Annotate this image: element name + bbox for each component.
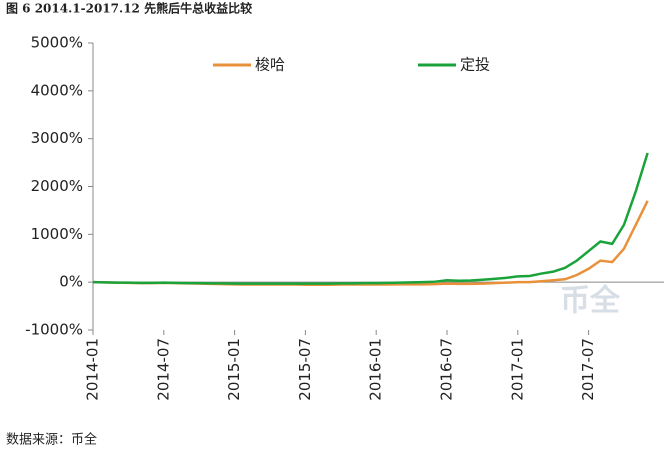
chart-title: 图 6 2014.1-2017.12 先熊后牛总收益比较 <box>6 1 252 16</box>
x-tick-label: 2016-07 <box>438 338 456 401</box>
x-tick-label: 2015-07 <box>296 338 314 401</box>
x-tick-label: 2014-07 <box>154 338 172 401</box>
source: 数据来源：币全 <box>6 432 97 448</box>
x-tick-label: 2016-01 <box>367 338 385 401</box>
legend-label: 梭哈 <box>255 56 285 74</box>
watermark: 币全 <box>560 284 621 319</box>
legend-label: 定投 <box>460 56 490 74</box>
x-tick-label: 2015-01 <box>225 338 243 401</box>
y-tick-label: 5000% <box>31 34 83 52</box>
series-line <box>92 152 649 285</box>
y-tick-label: 4000% <box>31 81 83 99</box>
y-tick-label: 1000% <box>31 225 83 243</box>
x-tick-label: 2017-07 <box>579 338 597 401</box>
y-tick-label: 3000% <box>31 129 83 147</box>
y-tick-label: 0% <box>59 273 83 291</box>
x-tick-label: 2017-01 <box>508 338 526 401</box>
series-line <box>92 200 649 287</box>
y-tick-label: 2000% <box>31 177 83 195</box>
x-tick-label: 2014-01 <box>84 338 102 401</box>
y-tick-label: -1000% <box>25 321 83 339</box>
